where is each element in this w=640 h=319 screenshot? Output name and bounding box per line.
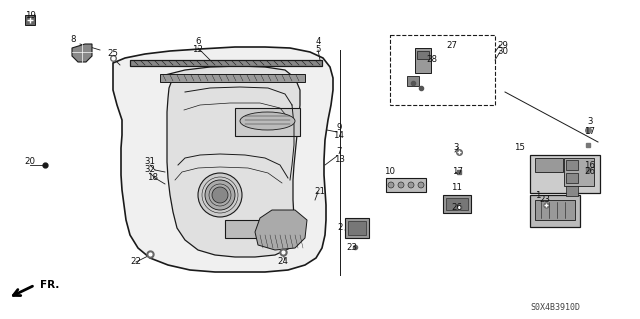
Bar: [407, 76, 419, 86]
Text: 21: 21: [314, 188, 326, 197]
Bar: [535, 158, 563, 172]
Bar: [225, 220, 300, 238]
Bar: [535, 200, 575, 220]
Text: 32: 32: [145, 166, 156, 174]
Polygon shape: [165, 66, 300, 257]
Text: 19: 19: [24, 11, 35, 19]
Bar: [566, 186, 578, 196]
Text: 9: 9: [336, 123, 342, 132]
Text: 6: 6: [195, 38, 201, 47]
Text: 13: 13: [335, 155, 346, 165]
Bar: [417, 51, 429, 59]
Bar: [566, 173, 578, 183]
Text: 4: 4: [316, 38, 321, 47]
Bar: [348, 221, 366, 235]
Text: FR.: FR.: [40, 280, 60, 290]
Text: 17: 17: [452, 167, 463, 176]
Circle shape: [418, 182, 424, 188]
Text: 25: 25: [108, 48, 118, 57]
Polygon shape: [72, 44, 92, 62]
Text: 23: 23: [540, 196, 550, 204]
Text: 5: 5: [316, 46, 321, 55]
Text: 10: 10: [385, 167, 396, 176]
Text: 12: 12: [193, 46, 204, 55]
Text: 23: 23: [346, 243, 358, 253]
Bar: [130, 60, 322, 66]
Ellipse shape: [240, 112, 295, 130]
Text: 2: 2: [337, 224, 343, 233]
Text: 8: 8: [70, 35, 76, 44]
Bar: [160, 74, 305, 82]
Text: 17: 17: [584, 128, 595, 137]
Text: 28: 28: [426, 56, 438, 64]
Circle shape: [212, 187, 228, 203]
Text: 30: 30: [497, 48, 509, 56]
Bar: [564, 158, 594, 186]
Text: 27: 27: [447, 41, 458, 49]
Bar: [235, 108, 300, 136]
Circle shape: [198, 173, 242, 217]
Bar: [446, 198, 468, 210]
Text: 7: 7: [336, 147, 342, 157]
Text: 29: 29: [497, 41, 508, 49]
Bar: [390, 35, 495, 105]
Circle shape: [388, 182, 394, 188]
Bar: [530, 195, 580, 227]
Bar: [345, 218, 369, 238]
Circle shape: [398, 182, 404, 188]
Bar: [386, 178, 426, 192]
Text: 11: 11: [451, 183, 463, 192]
Polygon shape: [113, 47, 333, 272]
Text: 14: 14: [333, 131, 344, 140]
Text: 20: 20: [24, 158, 35, 167]
Bar: [415, 48, 431, 73]
Text: S0X4B3910D: S0X4B3910D: [530, 303, 580, 313]
Text: 16: 16: [584, 160, 595, 169]
Bar: [530, 155, 600, 193]
Text: 18: 18: [147, 174, 159, 182]
Text: 22: 22: [131, 257, 141, 266]
Polygon shape: [255, 210, 307, 250]
Circle shape: [408, 182, 414, 188]
Text: 24: 24: [278, 257, 289, 266]
Circle shape: [205, 180, 235, 210]
Bar: [25, 15, 35, 25]
Text: 26: 26: [451, 204, 463, 212]
Text: 3: 3: [453, 144, 459, 152]
Bar: [443, 195, 471, 213]
Text: 3: 3: [588, 117, 593, 127]
Bar: [566, 160, 578, 170]
Text: 1: 1: [535, 190, 541, 199]
Text: 31: 31: [145, 158, 156, 167]
Text: 26: 26: [584, 167, 595, 176]
Text: 15: 15: [515, 144, 525, 152]
